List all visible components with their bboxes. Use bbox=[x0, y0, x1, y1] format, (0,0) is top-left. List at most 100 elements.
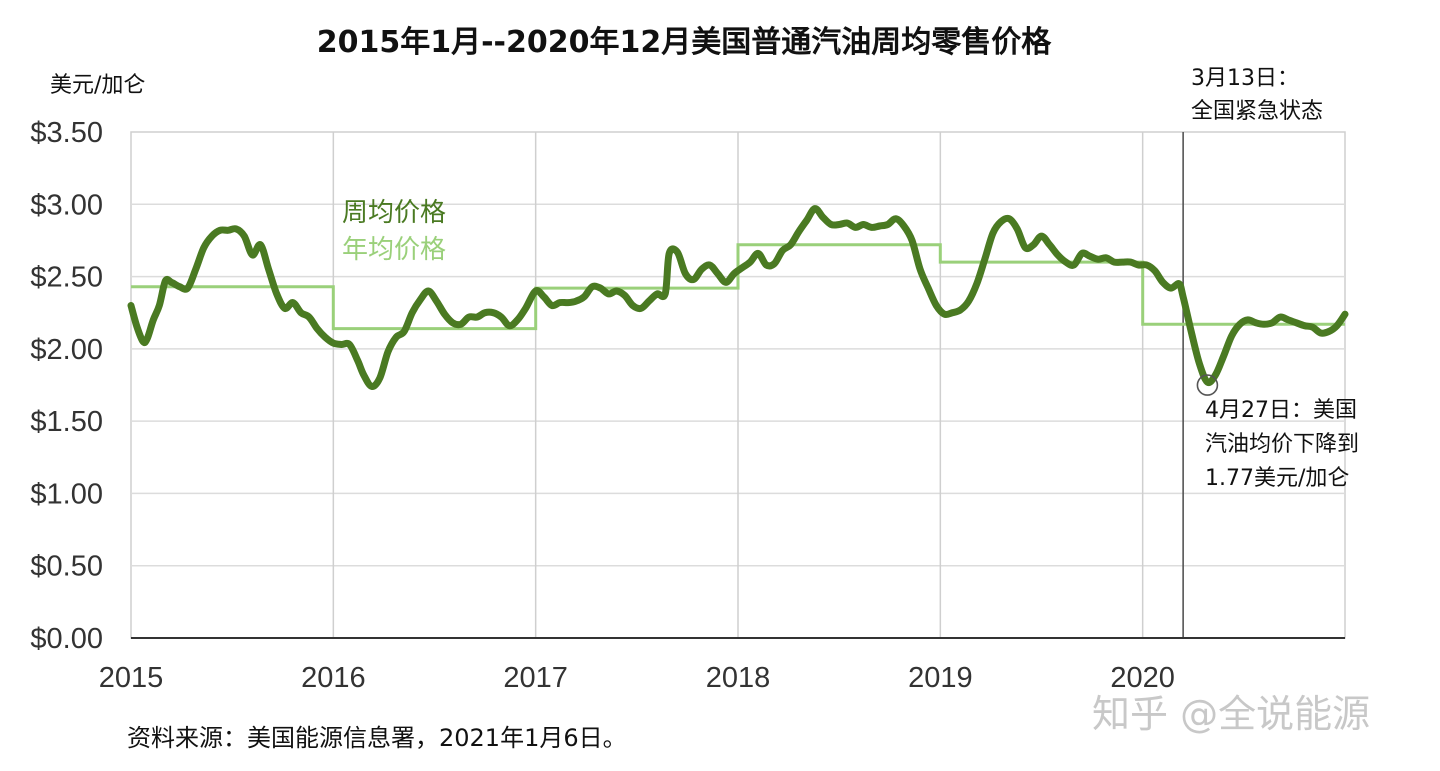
weekly-price-point bbox=[582, 295, 586, 299]
weekly-price-point bbox=[550, 304, 554, 307]
weekly-price-point bbox=[655, 292, 659, 296]
weekly-price-point bbox=[732, 272, 736, 276]
weekly-price-point bbox=[1286, 318, 1290, 322]
x-tick-label: 2020 bbox=[1110, 662, 1175, 694]
weekly-price-point bbox=[1072, 263, 1076, 267]
weekly-price-point bbox=[1246, 318, 1250, 322]
weekly-price-point bbox=[683, 272, 687, 276]
weekly-price-point bbox=[1112, 260, 1116, 264]
weekly-price-point bbox=[558, 301, 562, 305]
legend-annual-average: 年均价格 bbox=[342, 235, 446, 265]
weekly-price-point bbox=[1270, 321, 1274, 325]
weekly-price-point bbox=[234, 227, 238, 231]
weekly-price-point bbox=[475, 315, 479, 319]
y-tick-label: $0.00 bbox=[30, 623, 103, 655]
annotation-low-price-line-1: 4月27日：美国 bbox=[1205, 398, 1357, 423]
weekly-price-point bbox=[362, 373, 366, 377]
annotation-low-price-line-2: 汽油均价下降到 bbox=[1205, 432, 1359, 457]
weekly-price-point bbox=[483, 311, 487, 315]
weekly-price-point bbox=[394, 335, 398, 339]
weekly-price-point bbox=[386, 350, 390, 354]
weekly-price-point bbox=[692, 278, 695, 281]
weekly-price-point bbox=[1278, 315, 1282, 319]
weekly-price-point bbox=[356, 358, 360, 362]
annotation-emergency-line-1: 3月13日： bbox=[1191, 66, 1299, 91]
weekly-price-point bbox=[242, 234, 246, 238]
legend-weekly-average: 周均价格 bbox=[342, 198, 446, 228]
weekly-price-point bbox=[756, 251, 760, 255]
x-tick-label: 2018 bbox=[706, 662, 771, 694]
y-axis-tick-labels: $0.00 $0.50 $1.00 $1.50 $2.00 $2.50 $3.00 $3.50 bbox=[30, 117, 103, 655]
weekly-price-point bbox=[435, 299, 438, 303]
legend: 周均价格 年均价格 bbox=[342, 198, 446, 265]
series-weekly-average-line bbox=[127, 205, 1349, 390]
y-tick-label: $2.50 bbox=[30, 262, 103, 294]
weekly-price-point bbox=[218, 228, 222, 232]
weekly-price-point bbox=[259, 243, 262, 247]
weekly-price-point bbox=[1080, 251, 1084, 255]
weekly-price-point bbox=[283, 306, 287, 310]
y-tick-label: $3.00 bbox=[30, 189, 103, 221]
weekly-price-point bbox=[426, 289, 430, 293]
weekly-price-point bbox=[631, 304, 635, 307]
weekly-price-point bbox=[740, 266, 744, 270]
weekly-price-point bbox=[1303, 324, 1306, 328]
weekly-price-point bbox=[1319, 331, 1323, 335]
weekly-price-point bbox=[451, 321, 455, 325]
weekly-price-point bbox=[983, 257, 987, 261]
weekly-price-point bbox=[157, 304, 161, 307]
weekly-price-point bbox=[764, 263, 768, 267]
weekly-price-point bbox=[267, 267, 271, 271]
weekly-price-point bbox=[845, 221, 849, 225]
source-note: 资料来源：美国能源信息署，2021年1月6日。 bbox=[127, 724, 627, 752]
weekly-price-point bbox=[534, 289, 538, 293]
weekly-price-point bbox=[821, 215, 825, 219]
weekly-price-point bbox=[307, 315, 311, 319]
weekly-price-point bbox=[491, 311, 495, 315]
weekly-price-point bbox=[1169, 286, 1173, 290]
weekly-price-point bbox=[499, 315, 503, 319]
weekly-price-point bbox=[667, 251, 671, 255]
weekly-price-point bbox=[467, 315, 471, 319]
weekly-price-point bbox=[951, 311, 954, 315]
weekly-price-point bbox=[975, 282, 979, 286]
x-tick-label: 2016 bbox=[301, 662, 366, 694]
weekly-price-point bbox=[837, 223, 841, 226]
weekly-price-point bbox=[918, 267, 922, 271]
annotation-low-price-line-3: 1.77美元/加仑 bbox=[1205, 466, 1349, 491]
weekly-price-point bbox=[1031, 243, 1035, 247]
weekly-price-point bbox=[1181, 295, 1185, 299]
weekly-price-point bbox=[967, 299, 971, 303]
x-tick-label: 2019 bbox=[908, 662, 973, 694]
weekly-price-point bbox=[1048, 243, 1052, 247]
weekly-price-point bbox=[607, 292, 610, 296]
weekly-price-point bbox=[942, 312, 946, 316]
weekly-price-point bbox=[1262, 322, 1266, 326]
weekly-price-point bbox=[1015, 227, 1019, 231]
weekly-price-point bbox=[1064, 260, 1068, 264]
weekly-price-point bbox=[926, 286, 930, 290]
annotation-emergency-line-2: 全国紧急状态 bbox=[1191, 99, 1323, 124]
weekly-price-point bbox=[315, 327, 319, 331]
weekly-price-point bbox=[991, 231, 995, 235]
weekly-price-point bbox=[700, 267, 704, 271]
weekly-price-point bbox=[1230, 334, 1234, 338]
weekly-price-point bbox=[1205, 380, 1209, 384]
weekly-price-point bbox=[1214, 373, 1217, 377]
weekly-price-point bbox=[410, 311, 414, 315]
y-tick-label: $1.50 bbox=[30, 406, 103, 438]
weekly-price-point bbox=[323, 335, 327, 339]
weekly-price-point bbox=[910, 238, 914, 242]
weekly-price-point bbox=[781, 249, 784, 252]
weekly-price-point bbox=[348, 343, 351, 346]
weekly-price-point bbox=[623, 293, 627, 297]
weekly-price-point bbox=[1177, 282, 1181, 286]
x-axis-tick-labels: 2015 2016 2017 2018 2019 2020 bbox=[99, 662, 1175, 694]
weekly-price-point bbox=[129, 304, 133, 307]
weekly-price-point bbox=[1327, 330, 1331, 333]
weekly-price-point bbox=[813, 207, 817, 211]
weekly-price-point bbox=[598, 286, 602, 290]
weekly-price-point bbox=[194, 267, 198, 271]
y-tick-label: $2.00 bbox=[30, 334, 103, 366]
